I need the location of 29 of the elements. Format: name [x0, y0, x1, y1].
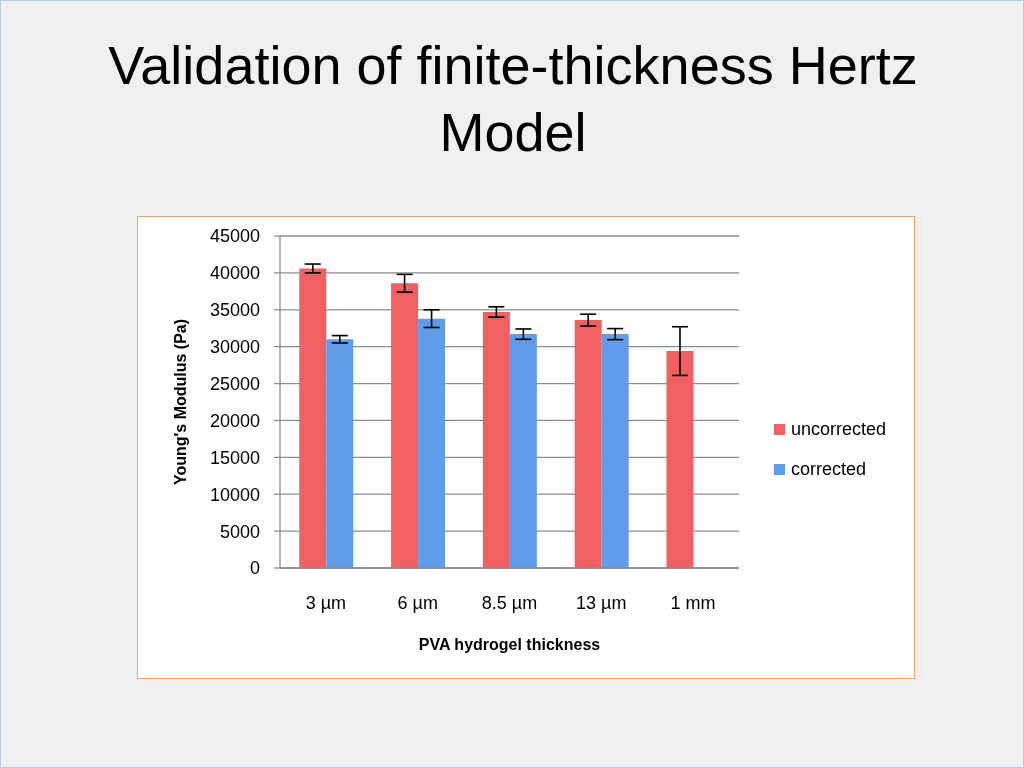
bar	[601, 334, 629, 568]
bar	[509, 334, 537, 568]
legend-label: uncorrected	[791, 418, 887, 440]
legend-label: corrected	[791, 458, 867, 480]
y-tick-label: 0	[249, 558, 260, 579]
chart-title: Validation of finite-thickness Hertz Model	[107, 34, 919, 164]
bar	[418, 318, 446, 568]
y-tick-label: 45000	[209, 226, 260, 247]
bar	[391, 283, 419, 568]
x-tick-label: 13 µm	[576, 592, 627, 613]
y-tick-label: 5000	[219, 521, 260, 542]
bar	[666, 351, 694, 568]
y-tick-label: 25000	[209, 373, 260, 394]
y-tick-label: 30000	[209, 337, 260, 358]
y-tick-label: 20000	[209, 410, 260, 431]
y-tick-label: 35000	[209, 300, 260, 321]
bar	[326, 339, 354, 568]
x-tick-label: 6 µm	[397, 592, 438, 613]
y-axis-title: Young's Modulus (Pa)	[171, 318, 189, 486]
bar	[574, 320, 602, 568]
y-tick-label: 10000	[209, 484, 260, 505]
bar	[299, 268, 327, 568]
x-tick-label: 1 mm	[670, 592, 716, 613]
x-tick-label: 8.5 µm	[481, 592, 538, 613]
y-tick-label: 15000	[209, 447, 260, 468]
x-axis-title: PVA hydrogel thickness	[418, 636, 601, 653]
x-tick-label: 3 µm	[305, 592, 347, 613]
bar	[482, 311, 510, 568]
y-tick-label: 40000	[209, 263, 260, 284]
